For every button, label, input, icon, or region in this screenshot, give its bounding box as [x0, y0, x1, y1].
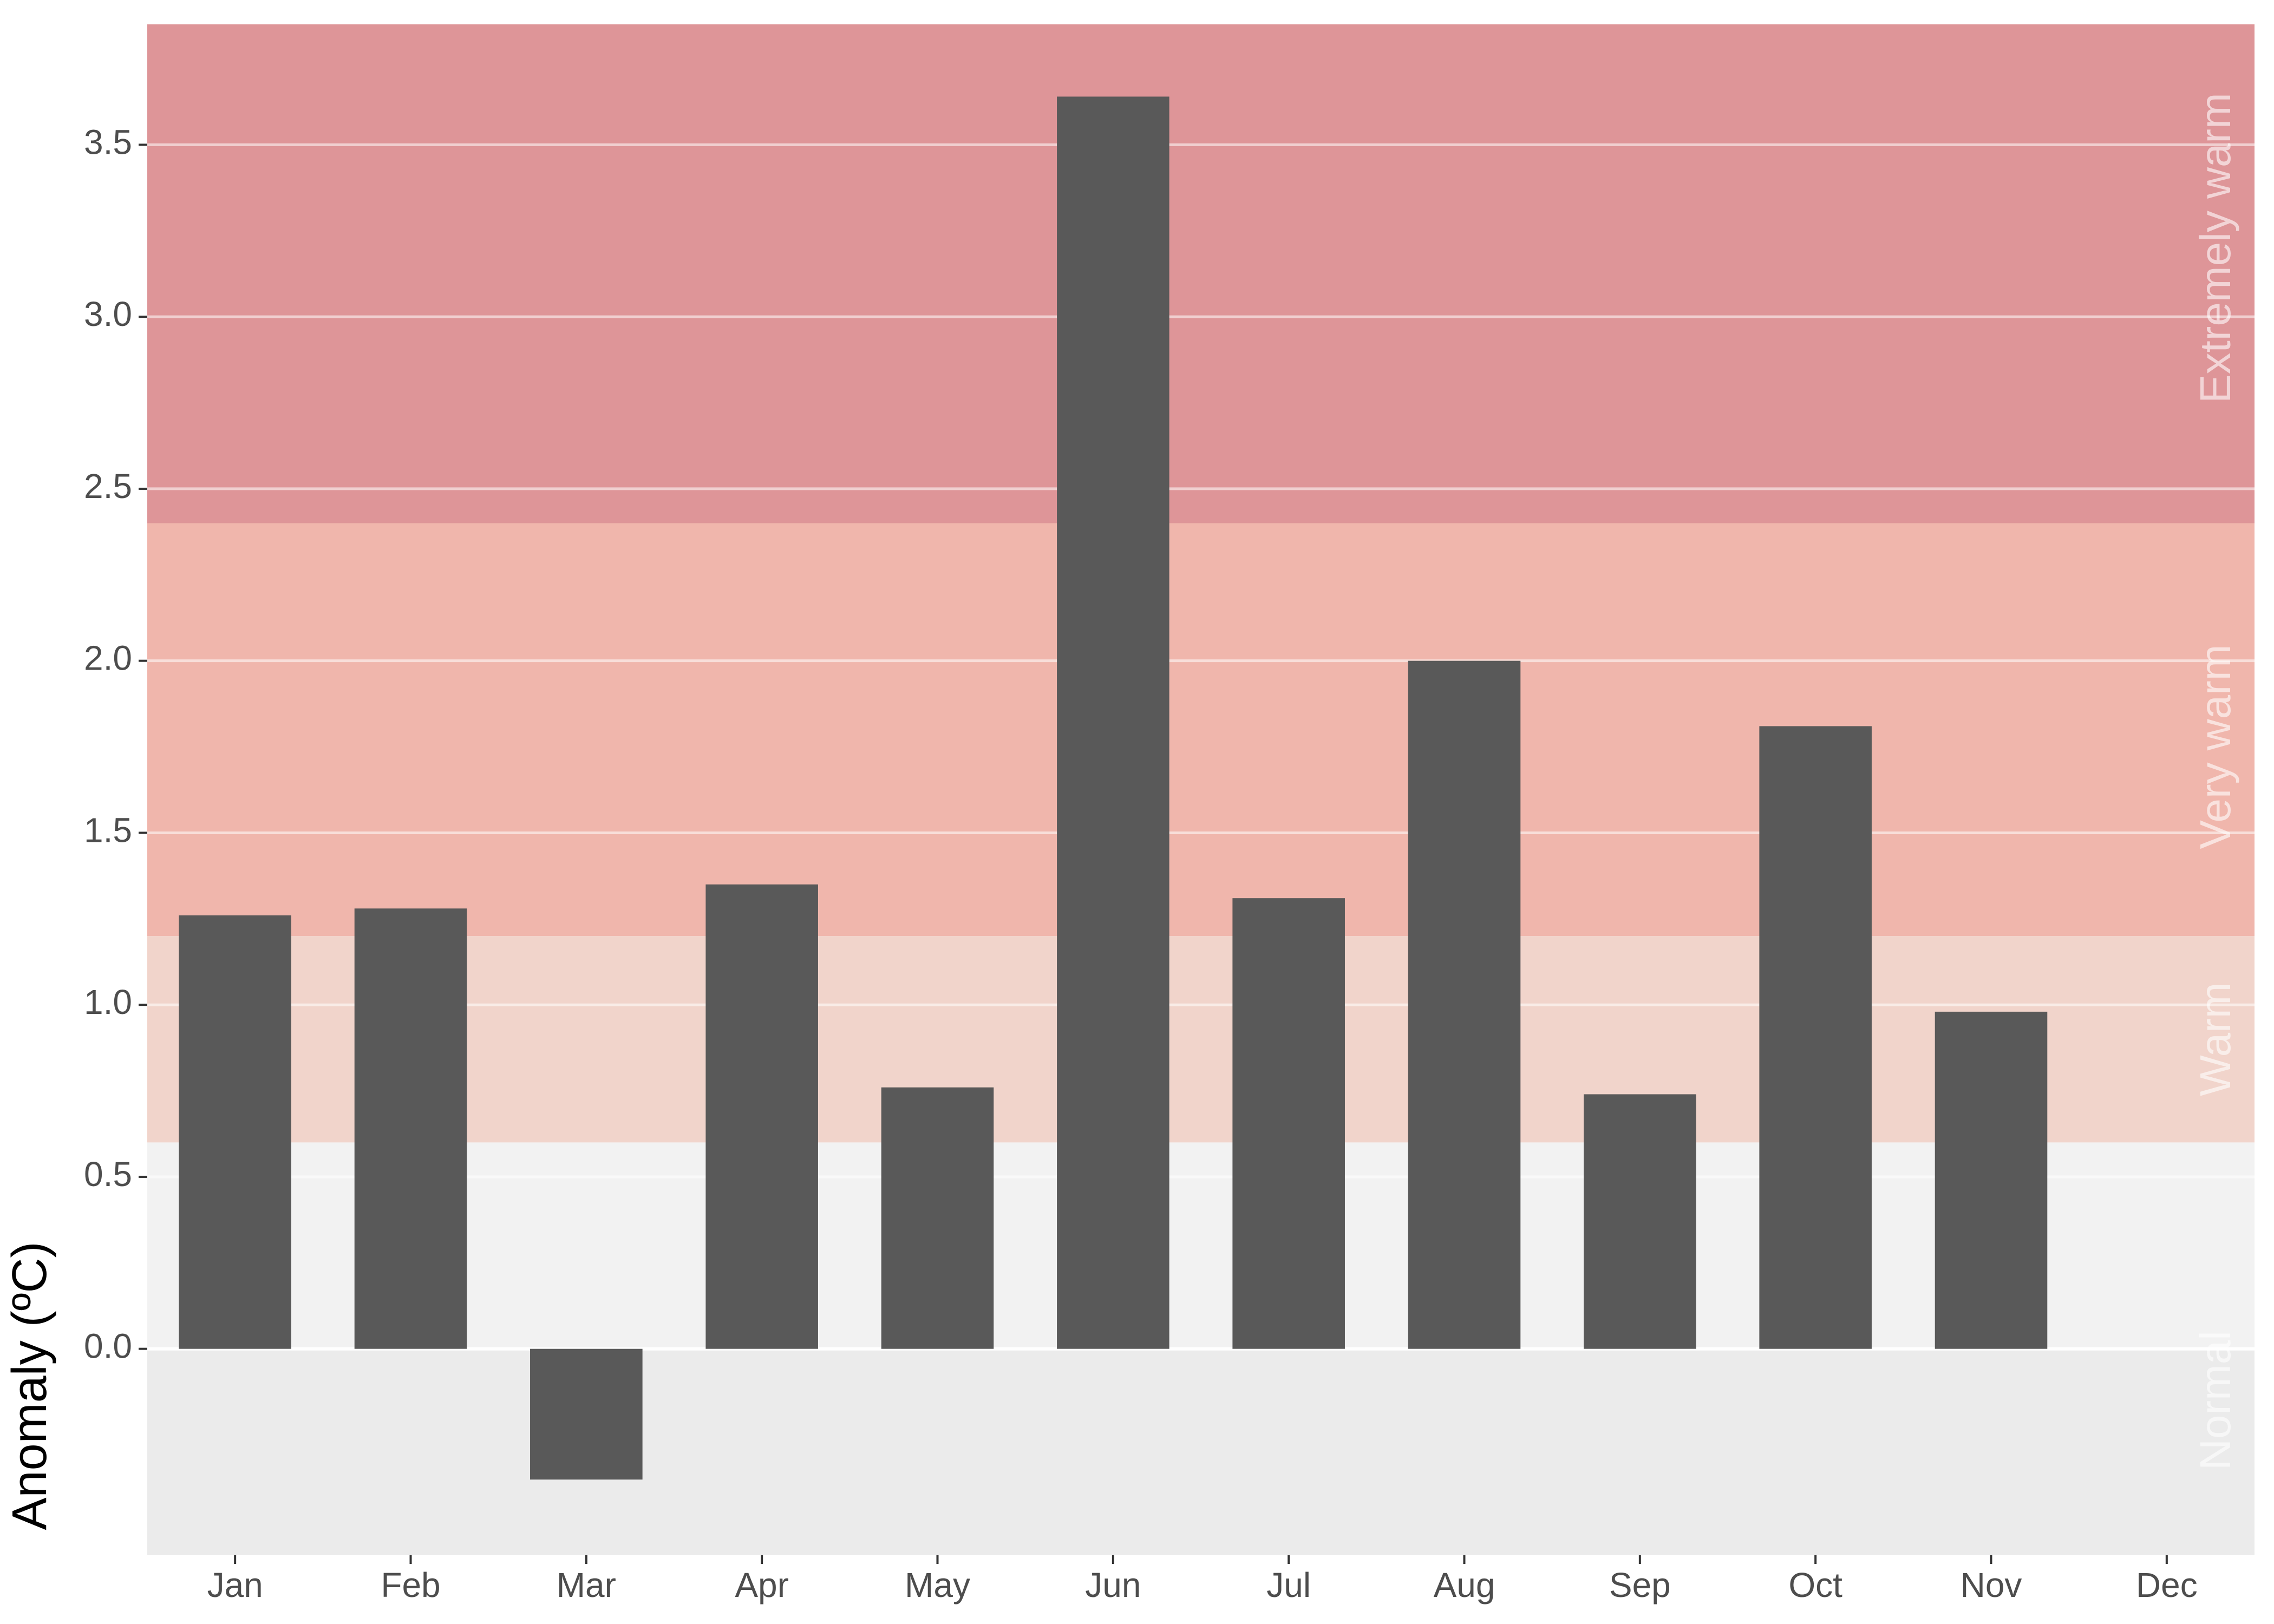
band-label-normal: Normal [2191, 1331, 2239, 1470]
x-tick-label-may: May [905, 1566, 970, 1605]
x-tick-label-aug: Aug [1434, 1566, 1495, 1605]
band-extremely-warm [147, 24, 2255, 523]
x-tick-label-sep: Sep [1609, 1566, 1671, 1605]
bar-may [881, 1087, 994, 1349]
x-tick-label-oct: Oct [1788, 1566, 1842, 1605]
below-zero-band [147, 1348, 2255, 1555]
x-tick-label-jun: Jun [1085, 1566, 1141, 1605]
x-tick-label-jan: Jan [207, 1566, 263, 1605]
y-tick-label: 1.5 [84, 810, 132, 849]
bar-mar [530, 1348, 643, 1480]
y-tick-label: 0.5 [84, 1155, 132, 1194]
x-tick-label-nov: Nov [1961, 1566, 2022, 1605]
y-axis-title: Anomaly (ºC) [3, 1242, 57, 1530]
band-label-extremely-warm: Extremely warm [2191, 93, 2239, 403]
bar-nov [1935, 1011, 2048, 1349]
band-label-warm: Warm [2191, 983, 2239, 1096]
band-labels: Normal Warm Very warm Extremely warm [2191, 93, 2239, 1470]
bar-jan [179, 915, 291, 1349]
x-tick-label-feb: Feb [381, 1566, 440, 1605]
band-very-warm [147, 523, 2255, 937]
bar-feb [354, 908, 467, 1349]
bars [179, 96, 2048, 1480]
band-warm [147, 936, 2255, 1143]
band-label-very-warm: Very warm [2191, 645, 2239, 849]
y-tick-label: 2.5 [84, 467, 132, 506]
gridlines [147, 143, 2255, 1351]
bar-apr [705, 884, 818, 1349]
y-axis-ticks: 0.0 0.5 1.0 1.5 2.0 2.5 3.0 3.5 [84, 122, 147, 1366]
y-tick-label: 3.0 [84, 294, 132, 333]
x-tick-label-jul: Jul [1266, 1566, 1311, 1605]
y-tick-label: 3.5 [84, 122, 132, 161]
bar-sep [1584, 1094, 1696, 1349]
bar-jul [1232, 898, 1345, 1349]
y-tick-label: 2.0 [84, 639, 132, 678]
x-tick-label-mar: Mar [557, 1566, 616, 1605]
x-tick-label-dec: Dec [2136, 1566, 2198, 1605]
y-tick-label: 0.0 [84, 1327, 132, 1366]
x-axis-ticks: Jan Feb Mar Apr May Jun Jul Aug Sep Oct Nov Dec [207, 1555, 2198, 1605]
bar-aug [1408, 660, 1521, 1349]
x-tick-label-apr: Apr [735, 1566, 789, 1605]
bar-oct [1759, 726, 1872, 1349]
y-tick-label: 1.0 [84, 983, 132, 1021]
bar-jun [1057, 96, 1169, 1349]
